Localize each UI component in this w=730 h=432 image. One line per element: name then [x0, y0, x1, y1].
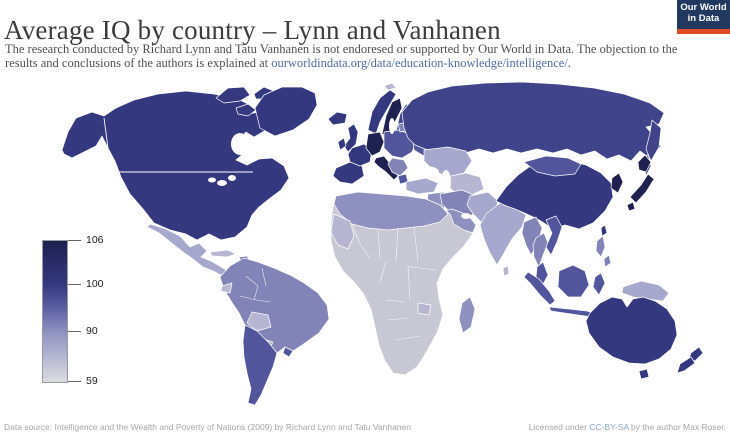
owid-logo[interactable]: Our World in Data: [677, 0, 730, 34]
subtitle-period: .: [567, 55, 571, 70]
map-region-germany-central-europe[interactable]: [365, 131, 385, 157]
caspian-sea-water: [441, 170, 451, 194]
map-region-greenland[interactable]: [254, 86, 318, 137]
alaska-canada-border: [103, 117, 109, 149]
legend-label-59: 59: [86, 375, 98, 387]
map-region-sulawesi[interactable]: [592, 272, 606, 296]
map-region-japan[interactable]: [629, 173, 655, 204]
map-region-korea[interactable]: [610, 172, 624, 194]
map-region-uruguay[interactable]: [282, 346, 294, 358]
map-region-borneo[interactable]: [557, 264, 590, 298]
owid-logo-line2: in Data: [687, 12, 720, 24]
map-region-vietnam[interactable]: [545, 215, 563, 256]
subtitle-text: The research conducted by Richard Lynn a…: [5, 41, 678, 70]
map-region-australia[interactable]: [585, 296, 678, 365]
great-lakes-water: [208, 177, 216, 183]
chart-subtitle: The research conducted by Richard Lynn a…: [5, 42, 681, 70]
legend-gradient-bar: [42, 240, 68, 383]
map-region-taiwan[interactable]: [600, 224, 608, 237]
south-america-borders: [239, 267, 271, 303]
map-region-ireland[interactable]: [337, 137, 347, 151]
map-region-turkey[interactable]: [405, 177, 439, 195]
map-region-madagascar[interactable]: [458, 296, 476, 334]
persian-gulf-water: [461, 213, 471, 219]
map-region-java[interactable]: [548, 306, 595, 318]
color-legend: 106 100 90 59: [42, 235, 162, 390]
data-source-note: Data source: Intelligence and the Wealth…: [4, 422, 411, 432]
legend-tick: [68, 381, 81, 382]
map-region-philippines[interactable]: [595, 235, 606, 258]
map-region-sub-saharan-africa[interactable]: [330, 191, 474, 376]
map-region-norway[interactable]: [367, 89, 397, 135]
map-region-arctic-islands[interactable]: [215, 86, 251, 104]
hudson-bay-water: [231, 133, 249, 155]
map-region-argentina-chile[interactable]: [242, 324, 278, 406]
great-lakes-water: [217, 180, 227, 186]
map-region-mongolia[interactable]: [523, 155, 582, 177]
black-sea-water: [413, 166, 439, 178]
map-region-mauritania-wsahara[interactable]: [330, 213, 355, 250]
baltic-sea-water: [389, 118, 395, 134]
license-note: Licensed under CC-BY-SA by the author Ma…: [529, 422, 726, 432]
map-region-svalbard[interactable]: [383, 82, 397, 91]
legend-tick: [68, 240, 81, 241]
map-region-arctic-islands[interactable]: [235, 103, 257, 117]
page-title: Average IQ by country – Lynn and Vanhane…: [4, 15, 501, 46]
map-region-ecuador[interactable]: [220, 282, 233, 294]
owid-logo-line1: Our World: [680, 2, 727, 13]
license-prefix: Licensed under: [528, 422, 590, 432]
map-region-bolivia[interactable]: [246, 311, 272, 332]
map-region-south-america[interactable]: [219, 257, 330, 354]
legend-label-106: 106: [86, 234, 104, 246]
map-region-cuba[interactable]: [209, 249, 237, 258]
map-region-sumatra[interactable]: [523, 271, 556, 306]
map-region-philippines[interactable]: [603, 254, 612, 268]
map-region-sri-lanka[interactable]: [502, 265, 510, 277]
map-region-new-zealand[interactable]: [676, 356, 696, 374]
map-region-italy[interactable]: [373, 155, 399, 181]
map-region-japan[interactable]: [637, 154, 652, 173]
map-region-france[interactable]: [347, 143, 373, 167]
license-link[interactable]: CC-BY-SA: [589, 422, 629, 432]
chart-footer: Licensed under CC-BY-SA by the author Ma…: [4, 422, 726, 432]
africa-borders: [351, 223, 437, 341]
map-region-iceland[interactable]: [327, 111, 348, 126]
map-region-thailand[interactable]: [532, 232, 549, 268]
legend-label-90: 90: [86, 325, 98, 337]
great-lakes-water: [228, 175, 236, 181]
map-region-kamchatka[interactable]: [645, 119, 662, 162]
subtitle-link[interactable]: ourworldindata.org/data/education-knowle…: [271, 55, 568, 70]
legend-tick: [68, 284, 81, 285]
map-region-north-america[interactable]: [61, 90, 290, 241]
map-region-japan[interactable]: [626, 201, 636, 212]
map-region-new-guinea[interactable]: [621, 280, 670, 302]
license-suffix: by the author Max Roser.: [628, 422, 726, 432]
legend-label-100: 100: [86, 278, 104, 290]
map-region-tasmania[interactable]: [638, 368, 650, 380]
legend-tick: [68, 331, 81, 332]
map-region-zambia[interactable]: [417, 302, 432, 316]
